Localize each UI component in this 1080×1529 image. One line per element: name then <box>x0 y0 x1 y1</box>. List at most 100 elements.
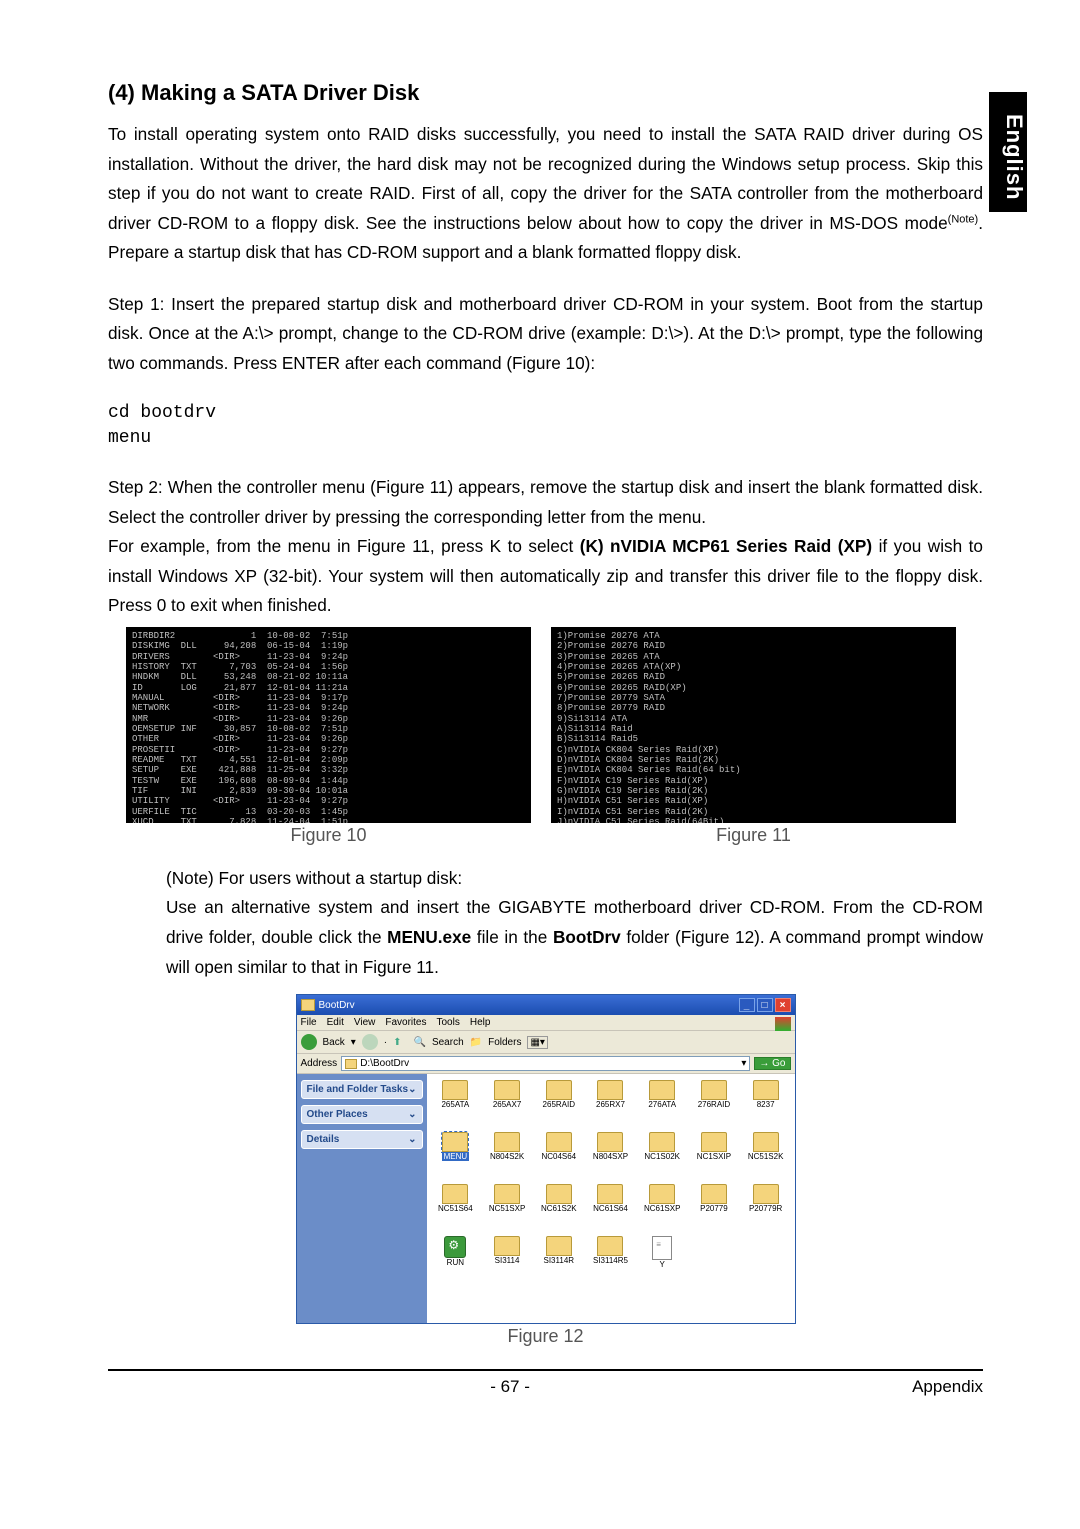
file-label: P20779R <box>749 1204 782 1213</box>
file-item-nc51s64[interactable]: NC51S64 <box>431 1184 481 1234</box>
file-label: 265RX7 <box>596 1100 625 1109</box>
folder-icon <box>301 999 315 1011</box>
file-folder-tasks[interactable]: File and Folder Tasks⌄ <box>301 1080 423 1099</box>
file-item-p20779[interactable]: P20779 <box>689 1184 739 1234</box>
file-item-si3114[interactable]: SI3114 <box>482 1236 532 1286</box>
file-label: 265ATA <box>441 1100 469 1109</box>
file-item-nc61s2k[interactable]: NC61S2K <box>534 1184 584 1234</box>
file-item-nc61s64[interactable]: NC61S64 <box>586 1184 636 1234</box>
file-item-n804sxp[interactable]: N804SXP <box>586 1132 636 1182</box>
details[interactable]: Details⌄ <box>301 1130 423 1149</box>
folder-icon <box>494 1236 520 1256</box>
folders-icon[interactable]: 📁 <box>470 1037 482 1048</box>
menu-view[interactable]: View <box>354 1017 376 1028</box>
file-label: N804S2K <box>490 1152 524 1161</box>
file-item-265rx7[interactable]: 265RX7 <box>586 1080 636 1130</box>
file-item-nc1sxip[interactable]: NC1SXIP <box>689 1132 739 1182</box>
file-item-si3114r5[interactable]: SI3114R5 <box>586 1236 636 1286</box>
file-label: NC61S2K <box>541 1204 577 1213</box>
file-item-276ata[interactable]: 276ATA <box>637 1080 687 1130</box>
step2a-text: Step 2: When the controller menu (Figure… <box>108 473 983 532</box>
folder-icon <box>442 1132 468 1152</box>
file-item-n804s2k[interactable]: N804S2K <box>482 1132 532 1182</box>
file-item-nc04s64[interactable]: NC04S64 <box>534 1132 584 1182</box>
folder-icon <box>649 1184 675 1204</box>
file-label: 265AX7 <box>493 1100 521 1109</box>
search-icon[interactable]: 🔍 <box>414 1037 426 1048</box>
file-item-nc51sxp[interactable]: NC51SXP <box>482 1184 532 1234</box>
figure-11: 1)Promise 20276 ATA2)Promise 20276 RAID3… <box>551 627 956 846</box>
note-heading: (Note) For users without a startup disk: <box>166 864 983 894</box>
file-label: NC61S64 <box>593 1204 628 1213</box>
file-label: SI3114R5 <box>593 1256 628 1265</box>
menu-favorites[interactable]: Favorites <box>385 1017 426 1028</box>
folder-icon <box>753 1132 779 1152</box>
file-label: 276ATA <box>648 1100 676 1109</box>
file-label: NC51S64 <box>438 1204 473 1213</box>
folder-icon <box>597 1132 623 1152</box>
file-label: NC61SXP <box>644 1204 680 1213</box>
section-name: Appendix <box>912 1377 983 1397</box>
go-button[interactable]: → Go <box>754 1057 790 1070</box>
file-item-nc1s02k[interactable]: NC1S02K <box>637 1132 687 1182</box>
file-item-8237[interactable]: 8237 <box>741 1080 791 1130</box>
bat-icon <box>444 1236 466 1258</box>
file-item-265raid[interactable]: 265RAID <box>534 1080 584 1130</box>
forward-button-icon[interactable] <box>362 1034 378 1050</box>
file-item-y[interactable]: Y <box>637 1236 687 1286</box>
up-button-icon[interactable]: ⬆ <box>393 1037 401 1048</box>
file-item-265ax7[interactable]: 265AX7 <box>482 1080 532 1130</box>
file-item-nc51s2k[interactable]: NC51S2K <box>741 1132 791 1182</box>
details-label: Details <box>307 1134 340 1145</box>
back-button-label[interactable]: Back <box>323 1037 345 1048</box>
page-content: (4) Making a SATA Driver Disk To install… <box>108 80 983 1397</box>
file-item-276raid[interactable]: 276RAID <box>689 1080 739 1130</box>
address-bar: Address D:\BootDrv ▾ → Go <box>297 1054 795 1074</box>
menu-edit[interactable]: Edit <box>327 1017 344 1028</box>
file-item-menu[interactable]: MENU <box>431 1132 481 1182</box>
files-pane: 265ATA 265AX7 265RAID 265RX7 276ATA 276RAID 82… <box>427 1074 795 1323</box>
menu-file[interactable]: File <box>301 1017 317 1028</box>
other-places[interactable]: Other Places⌄ <box>301 1105 423 1124</box>
window-title: BootDrv <box>319 1000 355 1011</box>
folder-icon <box>546 1236 572 1256</box>
folder-icon <box>649 1080 675 1100</box>
views-button[interactable]: ▦▾ <box>527 1036 547 1049</box>
cmd-line-1: cd bootdrv <box>108 401 983 426</box>
file-label: 276RAID <box>698 1100 730 1109</box>
file-label: 8237 <box>757 1100 775 1109</box>
dos-screenshot-right: 1)Promise 20276 ATA2)Promise 20276 RAID3… <box>551 627 956 823</box>
file-item-run[interactable]: RUN <box>431 1236 481 1286</box>
address-dropdown-icon[interactable]: ▾ <box>741 1058 746 1069</box>
address-field[interactable]: D:\BootDrv ▾ <box>341 1056 750 1071</box>
file-label: MENU <box>442 1152 470 1161</box>
folder-icon <box>701 1080 727 1100</box>
minimize-button[interactable]: _ <box>739 998 755 1012</box>
folder-icon <box>597 1184 623 1204</box>
step2b-text: For example, from the menu in Figure 11,… <box>108 532 983 621</box>
file-label: N804SXP <box>593 1152 628 1161</box>
back-dropdown-icon[interactable]: ▾ <box>351 1037 356 1048</box>
file-label: NC1SXIP <box>697 1152 731 1161</box>
footer-rule <box>108 1369 983 1371</box>
file-item-nc61sxp[interactable]: NC61SXP <box>637 1184 687 1234</box>
search-label[interactable]: Search <box>432 1037 464 1048</box>
close-button[interactable]: × <box>775 998 791 1012</box>
explorer-window: BootDrv _ □ × File Edit View Favorites T… <box>296 994 796 1324</box>
folders-label[interactable]: Folders <box>488 1037 521 1048</box>
back-button-icon[interactable] <box>301 1034 317 1050</box>
folder-icon <box>597 1236 623 1256</box>
para1-text: To install operating system onto RAID di… <box>108 124 983 233</box>
folder-icon <box>494 1080 520 1100</box>
figure-12-caption: Figure 12 <box>296 1326 796 1347</box>
file-item-si3114r[interactable]: SI3114R <box>534 1236 584 1286</box>
file-item-p20779r[interactable]: P20779R <box>741 1184 791 1234</box>
menu-help[interactable]: Help <box>470 1017 491 1028</box>
menu-tools[interactable]: Tools <box>436 1017 459 1028</box>
window-titlebar: BootDrv _ □ × <box>297 995 795 1015</box>
language-tab: English <box>989 92 1027 212</box>
note-bold-bootdrv: BootDrv <box>553 927 621 947</box>
maximize-button[interactable]: □ <box>757 998 773 1012</box>
folder-icon <box>753 1080 779 1100</box>
file-item-265ata[interactable]: 265ATA <box>431 1080 481 1130</box>
